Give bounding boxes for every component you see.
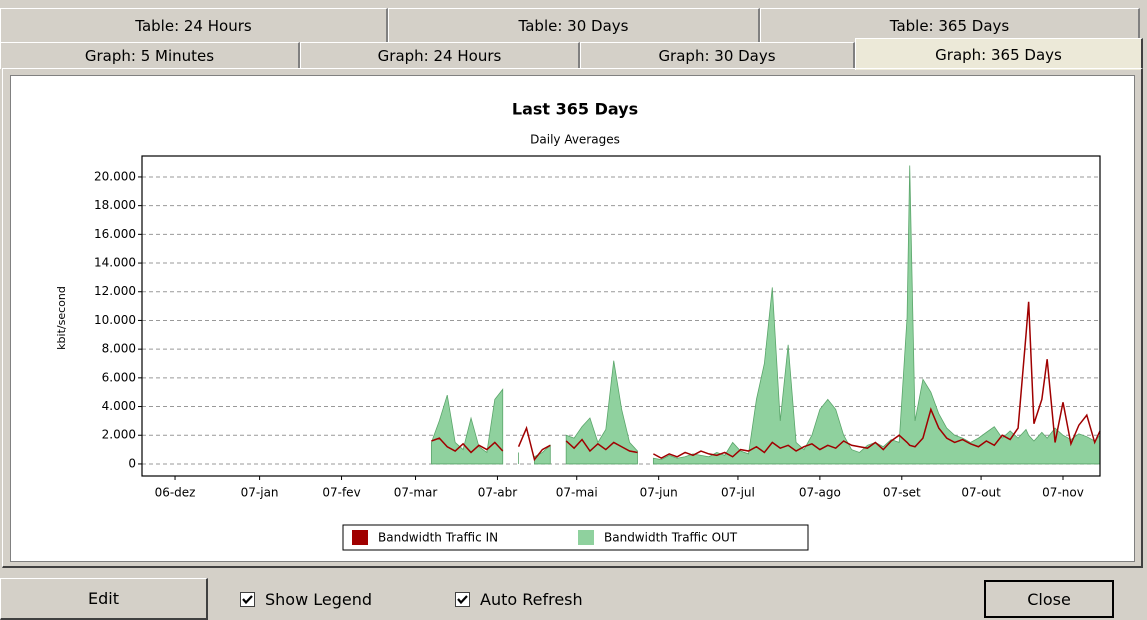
x-tick-label: 07-jul (721, 486, 755, 500)
y-tick-label: 18.000 (94, 198, 136, 212)
checkbox[interactable] (240, 592, 255, 607)
x-tick-label: 07-ago (799, 486, 841, 500)
x-tick-label: 07-out (961, 486, 1001, 500)
legend-label: Bandwidth Traffic OUT (604, 531, 738, 545)
x-tick-label: 07-set (883, 486, 921, 500)
checkbox[interactable] (455, 592, 470, 607)
y-tick-label: 10.000 (94, 313, 136, 327)
legend-swatch (352, 530, 368, 545)
auto-refresh-checkbox[interactable]: Auto Refresh (455, 590, 583, 609)
x-tick-label: 07-nov (1042, 486, 1084, 500)
tab[interactable]: Graph: 365 Days (855, 38, 1143, 70)
tab[interactable]: Graph: 30 Days (580, 42, 855, 69)
y-tick-label: 2.000 (102, 428, 136, 442)
edit-button[interactable]: Edit (0, 578, 208, 620)
y-tick-label: 12.000 (94, 284, 136, 298)
x-tick-label: 07-jan (241, 486, 279, 500)
tab[interactable]: Table: 365 Days (760, 8, 1140, 42)
tab-panel (2, 68, 1143, 568)
tab[interactable]: Table: 24 Hours (0, 8, 388, 42)
tab[interactable]: Graph: 5 Minutes (0, 42, 300, 69)
y-tick-label: 4.000 (102, 399, 136, 413)
chart: Last 365 Days Daily Averages kbit/second… (55, 100, 1101, 551)
y-tick-label: 16.000 (94, 227, 136, 241)
chart-title: Last 365 Days (512, 100, 638, 119)
plot-border (141, 155, 1101, 477)
x-tick-label: 07-abr (478, 486, 518, 500)
tab[interactable]: Table: 30 Days (388, 8, 760, 42)
tab[interactable]: Graph: 24 Hours (300, 42, 580, 69)
legend-label: Bandwidth Traffic IN (378, 531, 498, 545)
line (431, 301, 1101, 462)
legend-swatch (578, 530, 594, 545)
x-tick-label: 07-jun (640, 486, 678, 500)
area (430, 165, 1101, 465)
close-button[interactable]: Close (984, 580, 1114, 618)
x-tick-label: 06-dez (155, 486, 196, 500)
checkbox-label: Show Legend (265, 590, 373, 609)
y-tick-label: 0 (128, 456, 136, 470)
y-tick-label: 8.000 (102, 342, 136, 356)
checkbox-label: Auto Refresh (480, 590, 583, 609)
check-stroke (242, 595, 253, 605)
show-legend-checkbox[interactable]: Show Legend (240, 590, 372, 609)
check-mark (242, 595, 253, 605)
x-tick-label: 07-mai (556, 486, 598, 500)
legend-box (342, 524, 809, 551)
check-mark (457, 595, 468, 605)
chart-subtitle: Daily Averages (530, 133, 620, 147)
check-stroke (457, 595, 468, 605)
y-axis-label: kbit/second (55, 286, 68, 350)
y-tick-label: 6.000 (102, 370, 136, 384)
x-tick-label: 07-mar (394, 486, 438, 500)
y-tick-label: 14.000 (94, 256, 136, 270)
x-tick-label: 07-fev (322, 486, 360, 500)
y-tick-label: 20.000 (94, 169, 136, 183)
